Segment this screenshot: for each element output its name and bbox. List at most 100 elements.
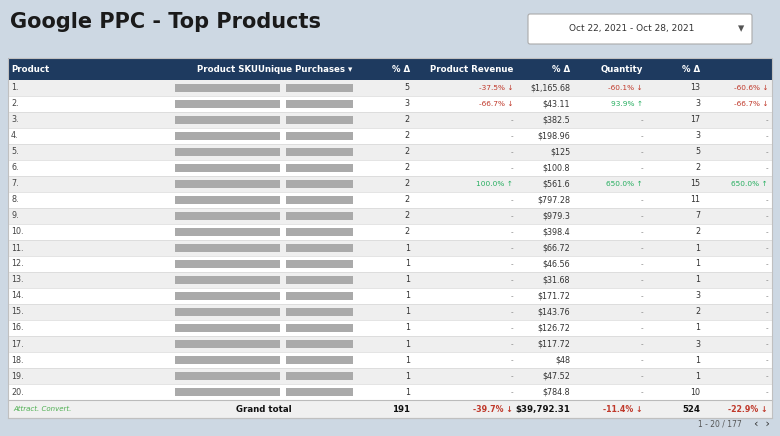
Text: -: -	[640, 277, 643, 283]
Text: $382.5: $382.5	[543, 116, 570, 125]
Bar	[8, 352, 772, 368]
Text: -: -	[510, 165, 513, 171]
Bar	[176, 371, 280, 380]
Text: 17.: 17.	[11, 340, 23, 348]
Text: 3: 3	[695, 132, 700, 140]
Text: -: -	[510, 245, 513, 251]
Text: -: -	[640, 373, 643, 379]
Text: -: -	[765, 357, 768, 363]
Bar	[176, 324, 280, 332]
Text: $117.72: $117.72	[537, 340, 570, 348]
Text: $66.72: $66.72	[543, 243, 570, 252]
Text: -: -	[510, 117, 513, 123]
Bar	[8, 400, 772, 418]
Text: $100.8: $100.8	[543, 164, 570, 173]
Text: 3: 3	[695, 292, 700, 300]
Text: ▾: ▾	[738, 23, 744, 35]
Bar	[8, 80, 772, 96]
Text: 1: 1	[695, 371, 700, 381]
Text: -39.7% ↓: -39.7% ↓	[473, 405, 513, 413]
Text: 15.: 15.	[11, 307, 23, 317]
Text: -: -	[510, 373, 513, 379]
Text: 2.: 2.	[11, 99, 19, 109]
Text: -: -	[640, 261, 643, 267]
Bar	[176, 276, 280, 284]
Bar	[8, 176, 772, 192]
Text: Product: Product	[11, 65, 49, 74]
Bar	[8, 58, 772, 80]
Text: Quantity: Quantity	[601, 65, 643, 74]
Text: % Δ: % Δ	[392, 65, 410, 74]
Text: -66.7% ↓: -66.7% ↓	[733, 101, 768, 107]
Bar	[286, 356, 353, 364]
Text: $43.11: $43.11	[543, 99, 570, 109]
Bar	[8, 368, 772, 384]
Text: 2: 2	[405, 180, 410, 188]
Text: 1: 1	[405, 371, 410, 381]
Text: 15: 15	[690, 180, 700, 188]
Bar	[286, 164, 353, 172]
Bar	[176, 211, 280, 221]
Text: -: -	[765, 229, 768, 235]
Text: 13: 13	[690, 84, 700, 92]
Text: $979.3: $979.3	[542, 211, 570, 221]
Bar	[286, 371, 353, 380]
Text: 1: 1	[405, 276, 410, 285]
Text: 13.: 13.	[11, 276, 23, 285]
Text: 17: 17	[690, 116, 700, 125]
Text: -: -	[510, 133, 513, 139]
Text: 19.: 19.	[11, 371, 23, 381]
Bar	[286, 388, 353, 396]
Text: 8.: 8.	[11, 195, 19, 204]
Text: -: -	[765, 261, 768, 267]
Bar	[176, 148, 280, 157]
Text: $171.72: $171.72	[537, 292, 570, 300]
Bar	[8, 224, 772, 240]
Text: 1: 1	[405, 292, 410, 300]
Text: Google PPC - Top Products: Google PPC - Top Products	[10, 12, 321, 32]
Bar	[286, 211, 353, 221]
Bar	[176, 340, 280, 348]
Text: 11.: 11.	[11, 243, 23, 252]
Bar	[8, 96, 772, 112]
Text: 1: 1	[405, 324, 410, 333]
Text: 1: 1	[405, 307, 410, 317]
Bar	[286, 244, 353, 252]
Text: 3.: 3.	[11, 116, 19, 125]
Bar	[8, 272, 772, 288]
Bar	[286, 196, 353, 204]
Text: -: -	[640, 165, 643, 171]
Text: -: -	[510, 229, 513, 235]
Bar	[8, 256, 772, 272]
Text: -: -	[765, 309, 768, 315]
Text: -: -	[765, 165, 768, 171]
Text: 1.: 1.	[11, 84, 19, 92]
Text: $1,165.68: $1,165.68	[530, 84, 570, 92]
Text: -: -	[640, 341, 643, 347]
Text: -11.4% ↓: -11.4% ↓	[603, 405, 643, 413]
Text: 93.9% ↑: 93.9% ↑	[611, 101, 643, 107]
Bar	[176, 99, 280, 109]
Text: 1 - 20 / 177: 1 - 20 / 177	[698, 419, 742, 429]
Text: 100.0% ↑: 100.0% ↑	[476, 181, 513, 187]
Text: 5.: 5.	[11, 147, 19, 157]
Bar	[8, 58, 772, 418]
Text: $198.96: $198.96	[537, 132, 570, 140]
Text: -66.7% ↓: -66.7% ↓	[479, 101, 513, 107]
Text: -: -	[765, 293, 768, 299]
Text: 2: 2	[695, 228, 700, 236]
Text: 1: 1	[695, 355, 700, 364]
Text: -: -	[640, 149, 643, 155]
Bar	[286, 292, 353, 300]
Bar	[8, 192, 772, 208]
Bar	[286, 324, 353, 332]
Text: 2: 2	[695, 164, 700, 173]
Text: $39,792.31: $39,792.31	[516, 405, 570, 413]
Text: Product SKU: Product SKU	[197, 65, 258, 74]
Text: 3: 3	[695, 340, 700, 348]
Text: 2: 2	[405, 147, 410, 157]
Text: -: -	[510, 341, 513, 347]
Text: -60.1% ↓: -60.1% ↓	[608, 85, 643, 91]
Text: -37.5% ↓: -37.5% ↓	[479, 85, 513, 91]
Text: 20.: 20.	[11, 388, 23, 396]
